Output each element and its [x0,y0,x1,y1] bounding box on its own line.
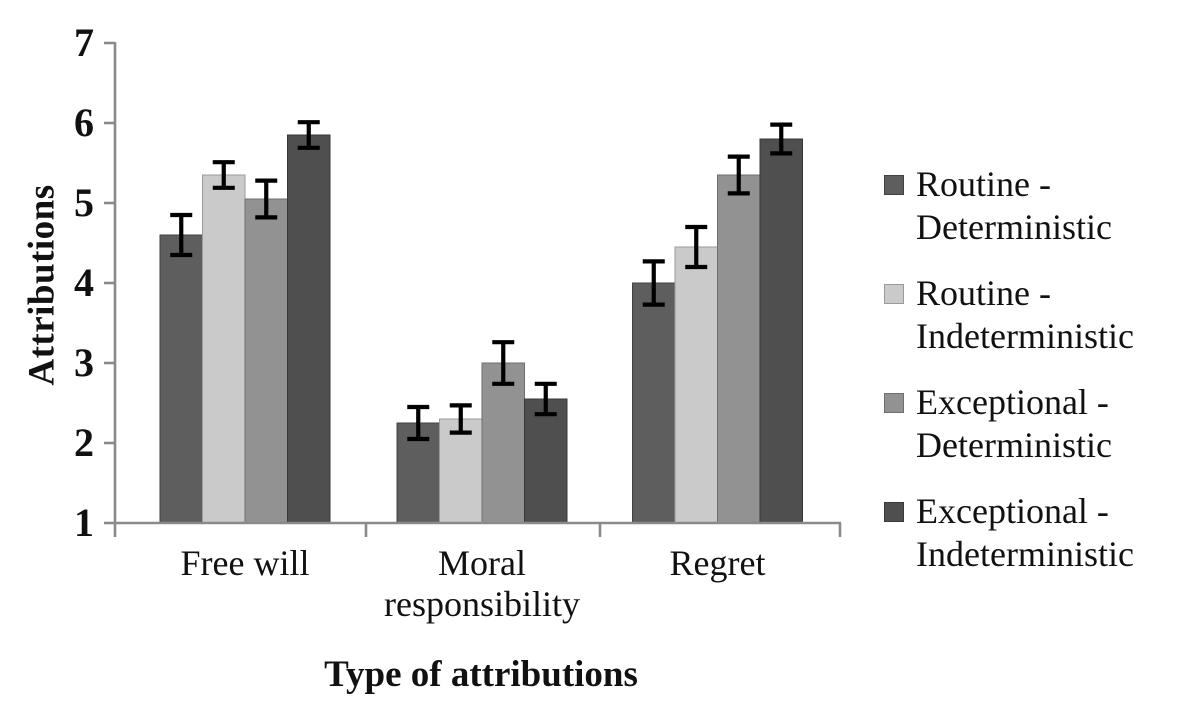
bar [202,174,246,524]
y-tick-label: 1 [74,500,94,545]
y-tick-label: 3 [74,340,94,385]
bar [717,174,761,524]
bar [524,398,568,524]
y-tick-label: 4 [74,260,94,305]
bar [759,138,803,524]
bar [159,234,203,524]
legend-entry: Routine - Indeterministic [884,272,1134,358]
legend-entry: Exceptional - Indeterministic [884,490,1134,576]
bar [632,282,676,524]
legend: Routine - Deterministic Routine - Indeter… [884,163,1134,599]
legend-label: Exceptional - Indeterministic [916,491,1134,574]
legend-label: Routine - Deterministic [916,164,1112,247]
bar [674,246,718,524]
y-tick-label: 6 [74,100,94,145]
legend-swatch-icon [884,284,904,304]
y-tick-label: 2 [74,420,94,465]
y-tick-label: 7 [74,20,94,65]
x-axis-title: Type of attributions [324,654,638,695]
bar [287,134,331,524]
category-label: Moral responsibility [384,543,580,624]
bar [481,362,525,524]
legend-label: Routine - Indeterministic [916,273,1134,356]
legend-swatch-icon [884,502,904,522]
category-label: Free will [180,543,310,583]
y-tick-label: 5 [74,180,94,225]
bar [244,198,288,524]
legend-label: Exceptional - Deterministic [916,382,1112,465]
legend-swatch-icon [884,393,904,413]
legend-entry: Routine - Deterministic [884,163,1134,249]
legend-swatch-icon [884,175,904,195]
legend-entry: Exceptional - Deterministic [884,381,1134,467]
category-label: Regret [669,543,766,583]
